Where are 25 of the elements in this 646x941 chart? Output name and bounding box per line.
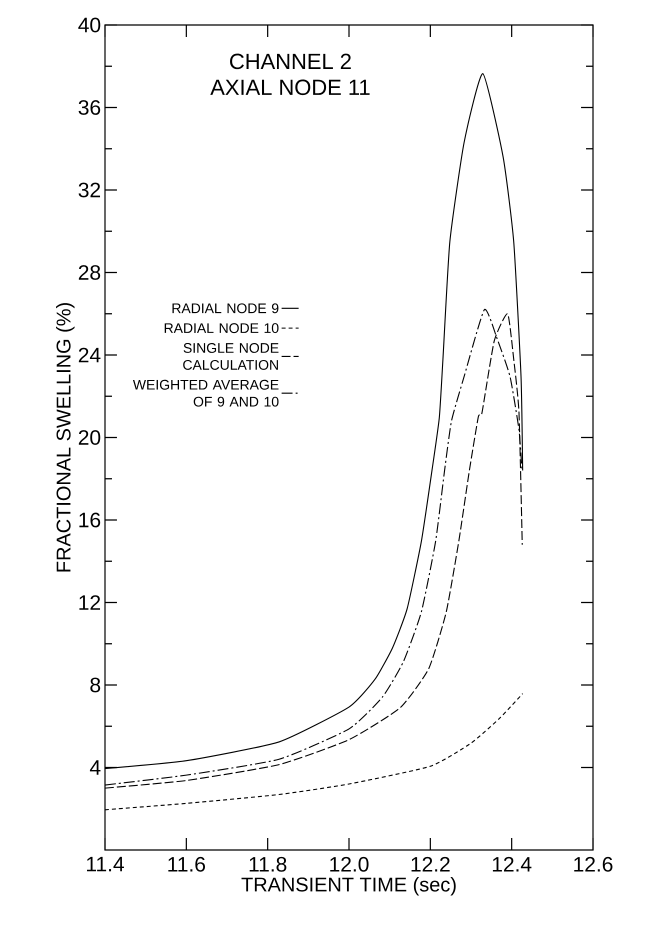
y-tick-label: 24 [78, 348, 100, 362]
legend-label: WEIGHTED AVERAGE OF 9 AND 10 [132, 380, 279, 407]
y-tick-label: 4 [90, 760, 100, 775]
x-tick-label: 12.2 [412, 856, 450, 872]
x-tick-label: 12.0 [330, 856, 369, 872]
y-tick-label: 8 [90, 678, 100, 692]
x-tick-label: 11.8 [250, 856, 286, 872]
text: CHANNEL 2 [230, 54, 351, 70]
x-tick-label: 11.4 [87, 856, 124, 872]
y-tick-label: 16 [79, 512, 100, 528]
y-tick-label: 32 [78, 182, 100, 198]
x-tick-label: 12.4 [492, 856, 532, 872]
legend-label: RADIAL NODE 10 [164, 323, 279, 334]
y-tick-label: 12 [79, 595, 100, 610]
y-tick-label: 36 [78, 100, 100, 115]
y-axis-title: FRACTIONAL SWELLING (%) [56, 303, 75, 572]
legend-label: RADIAL NODE 9 [172, 303, 278, 314]
x-axis-title: TRANSIENT TIME (sec) [242, 876, 456, 896]
y-tick-label: 28 [78, 265, 100, 280]
x-tick-label: 12.6 [574, 856, 612, 872]
text: AXIAL NODE 11 [210, 80, 370, 96]
y-tick-label: 20 [78, 430, 100, 445]
y-tick-label: 40 [78, 18, 100, 32]
x-tick-label: 11.6 [168, 856, 206, 872]
legend-label: SINGLE NODE CALCULATION [183, 343, 278, 370]
